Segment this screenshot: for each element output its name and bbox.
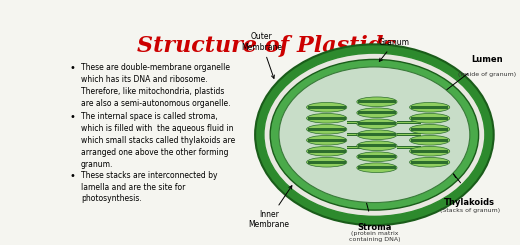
Bar <box>308 117 345 120</box>
Bar <box>358 166 396 169</box>
Ellipse shape <box>357 119 397 129</box>
Ellipse shape <box>357 130 397 140</box>
Bar <box>411 128 448 131</box>
Text: (protein matrix
containing DNA): (protein matrix containing DNA) <box>348 232 400 242</box>
Text: These stacks are interconnected by
lamella and are the site for
photosynthesis.: These stacks are interconnected by lamel… <box>81 171 218 204</box>
Bar <box>358 100 396 103</box>
Bar <box>397 146 421 149</box>
Bar <box>397 121 421 124</box>
Bar <box>308 161 345 163</box>
Bar <box>358 155 396 158</box>
Ellipse shape <box>270 60 478 210</box>
Ellipse shape <box>307 124 347 134</box>
Ellipse shape <box>410 102 450 112</box>
Ellipse shape <box>264 53 485 216</box>
Bar <box>411 117 448 120</box>
Bar <box>397 133 421 136</box>
Bar <box>397 122 421 123</box>
Ellipse shape <box>357 152 397 161</box>
Bar <box>358 122 396 125</box>
Text: Granum: Granum <box>379 38 410 61</box>
Text: •: • <box>69 171 75 181</box>
Ellipse shape <box>255 44 493 225</box>
Ellipse shape <box>410 124 450 134</box>
Bar <box>358 134 396 136</box>
Bar <box>308 128 345 131</box>
Ellipse shape <box>307 147 347 156</box>
Text: These are double-membrane organelle
which has its DNA and ribosome.
Therefore, l: These are double-membrane organelle whic… <box>81 63 231 108</box>
Text: •: • <box>69 63 75 73</box>
Ellipse shape <box>357 97 397 107</box>
Ellipse shape <box>307 157 347 167</box>
Bar <box>397 134 421 135</box>
Bar <box>358 144 396 147</box>
Text: Thylakoids: Thylakoids <box>444 197 496 207</box>
Ellipse shape <box>279 67 470 203</box>
Bar <box>411 106 448 109</box>
Ellipse shape <box>307 135 347 145</box>
Ellipse shape <box>357 141 397 151</box>
Text: Outer
Membrane: Outer Membrane <box>241 33 282 78</box>
Bar <box>308 106 345 109</box>
Text: •: • <box>69 112 75 122</box>
Bar <box>347 133 368 136</box>
Ellipse shape <box>307 102 347 112</box>
Bar <box>411 139 448 142</box>
Ellipse shape <box>357 108 397 118</box>
Bar <box>347 122 368 123</box>
Ellipse shape <box>410 135 450 145</box>
Text: Lumen: Lumen <box>472 55 503 64</box>
Ellipse shape <box>307 113 347 123</box>
Bar <box>308 139 345 142</box>
Text: Stroma: Stroma <box>357 223 392 232</box>
Text: Inner
Membrane: Inner Membrane <box>249 186 292 230</box>
Ellipse shape <box>357 163 397 172</box>
Text: (Stacks of granum): (Stacks of granum) <box>440 208 500 213</box>
Bar <box>358 111 396 114</box>
Bar <box>397 147 421 148</box>
Text: Structure of Plastids: Structure of Plastids <box>137 35 396 57</box>
Bar <box>411 161 448 163</box>
Bar <box>347 147 368 148</box>
Bar <box>347 146 368 149</box>
Text: The internal space is called stroma,
which is filled with  the aqueous fluid in
: The internal space is called stroma, whi… <box>81 112 236 169</box>
Ellipse shape <box>410 147 450 156</box>
Bar <box>347 121 368 124</box>
Ellipse shape <box>410 157 450 167</box>
Text: (Inside of granum): (Inside of granum) <box>458 72 516 77</box>
Bar <box>411 150 448 153</box>
Ellipse shape <box>410 113 450 123</box>
Bar <box>308 150 345 153</box>
Bar <box>347 134 368 135</box>
